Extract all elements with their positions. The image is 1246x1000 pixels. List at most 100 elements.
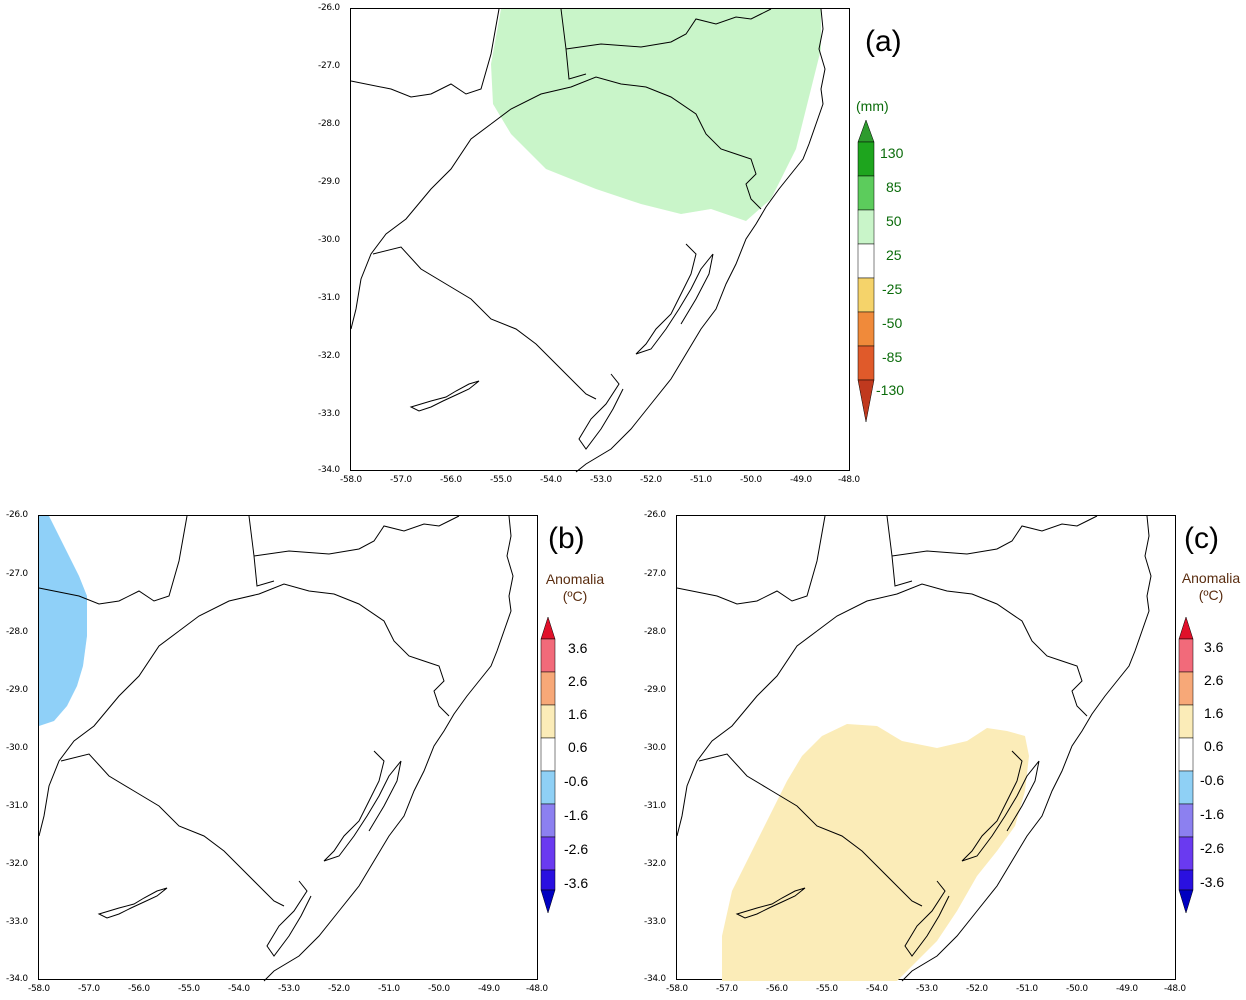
legend-value: -2.6 xyxy=(1200,840,1225,856)
lat-tick: -32.0 xyxy=(318,351,340,361)
map-a xyxy=(350,8,826,473)
lat-tick: -29.0 xyxy=(644,685,666,695)
panel-label-a: (a) xyxy=(865,25,902,58)
lon-tick: -53.0 xyxy=(278,984,300,994)
lon-tick: -50.0 xyxy=(428,984,450,994)
lat-tick: -26.0 xyxy=(318,3,340,13)
lon-tick: -51.0 xyxy=(378,984,400,994)
legend-value: 1.6 xyxy=(1204,705,1224,721)
lat-tick: -30.0 xyxy=(318,235,340,245)
lat-tick: -33.0 xyxy=(6,917,28,927)
lat-tick: -29.0 xyxy=(6,685,28,695)
lon-tick: -51.0 xyxy=(1016,984,1038,994)
panel-label-c: (c) xyxy=(1184,522,1219,555)
lat-tick: -34.0 xyxy=(6,974,28,984)
lon-tick: -57.0 xyxy=(390,475,412,485)
lon-tick: -56.0 xyxy=(766,984,788,994)
legend-value: 2.6 xyxy=(1204,672,1224,688)
lat-tick: -29.0 xyxy=(318,177,340,187)
legend-value: -1.6 xyxy=(564,807,589,823)
lon-tick: -50.0 xyxy=(1066,984,1088,994)
panel-b: -26.0 -27.0 -28.0 -29.0 -30.0 -31.0 -32.… xyxy=(0,505,623,1000)
lat-tick: -33.0 xyxy=(318,409,340,419)
lat-tick: -28.0 xyxy=(318,119,340,129)
legend-title-line: Anomalia xyxy=(1181,570,1241,586)
lon-tick: -49.0 xyxy=(1116,984,1138,994)
legend-value: -50 xyxy=(882,315,903,331)
legend-title-c: Anomalia (ºC) xyxy=(1174,570,1246,604)
map-b xyxy=(38,515,514,982)
legend-title-a: (mm) xyxy=(856,98,889,114)
legend-value: 130 xyxy=(880,145,904,161)
lat-tick: -27.0 xyxy=(318,61,340,71)
lat-tick: -26.0 xyxy=(6,510,28,520)
legend-value: -2.6 xyxy=(564,841,589,857)
colorbar-a xyxy=(857,119,875,423)
lon-tick: -57.0 xyxy=(78,984,100,994)
legend-value: 0.6 xyxy=(1204,738,1224,754)
legend-title-b: Anomalia (ºC) xyxy=(538,571,612,605)
lon-tick: -52.0 xyxy=(640,475,662,485)
lon-tick: -49.0 xyxy=(790,475,812,485)
panel-c: -26.0 -27.0 -28.0 -29.0 -30.0 -31.0 -32.… xyxy=(638,505,1246,1000)
lon-tick: -55.0 xyxy=(178,984,200,994)
lat-tick: -32.0 xyxy=(644,859,666,869)
lon-tick: -48.0 xyxy=(526,984,548,994)
lon-tick: -53.0 xyxy=(916,984,938,994)
lon-tick: -55.0 xyxy=(816,984,838,994)
lon-tick: -58.0 xyxy=(666,984,688,994)
lat-tick: -28.0 xyxy=(6,627,28,637)
legend-value: -85 xyxy=(882,349,903,365)
legend-value: 25 xyxy=(886,247,902,263)
lon-tick: -54.0 xyxy=(540,475,562,485)
map-frame-c xyxy=(676,515,1176,982)
lon-tick: -48.0 xyxy=(838,475,860,485)
lon-tick: -48.0 xyxy=(1164,984,1186,994)
lon-tick: -51.0 xyxy=(690,475,712,485)
legend-value: 0.6 xyxy=(568,739,588,755)
legend-value: 50 xyxy=(886,213,902,229)
legend-title-line: Anomalia xyxy=(545,571,605,587)
legend-value: -3.6 xyxy=(1200,874,1225,890)
lon-tick: -50.0 xyxy=(740,475,762,485)
legend-value: -130 xyxy=(876,382,905,398)
legend-value: -1.6 xyxy=(1200,806,1225,822)
legend-value: 3.6 xyxy=(568,640,588,656)
lat-tick: -31.0 xyxy=(318,293,340,303)
legend-value: 2.6 xyxy=(568,673,588,689)
colorbar-c xyxy=(1178,616,1194,914)
legend-value: 85 xyxy=(886,179,902,195)
legend-value: -0.6 xyxy=(1200,772,1225,788)
lon-tick: -53.0 xyxy=(590,475,612,485)
lat-tick: -28.0 xyxy=(644,627,666,637)
legend-value: 3.6 xyxy=(1204,639,1224,655)
panel-label-b: (b) xyxy=(548,522,585,555)
lon-tick: -57.0 xyxy=(716,984,738,994)
lat-tick: -34.0 xyxy=(644,974,666,984)
anomaly-region-a xyxy=(491,9,821,221)
legend-title-line: (ºC) xyxy=(562,588,588,604)
lat-tick: -31.0 xyxy=(6,801,28,811)
anomaly-region-b xyxy=(39,516,87,726)
lat-tick: -34.0 xyxy=(318,465,340,475)
panel-a: -26.0 -27.0 -28.0 -29.0 -30.0 -31.0 -32.… xyxy=(0,0,1246,490)
map-c xyxy=(676,515,1152,982)
lon-tick: -54.0 xyxy=(866,984,888,994)
legend-value: -0.6 xyxy=(564,773,589,789)
lat-tick: -31.0 xyxy=(644,801,666,811)
lon-tick: -56.0 xyxy=(440,475,462,485)
lat-tick: -27.0 xyxy=(6,569,28,579)
map-frame-b xyxy=(38,515,538,982)
lon-tick: -49.0 xyxy=(478,984,500,994)
lat-tick: -27.0 xyxy=(644,569,666,579)
lon-tick: -58.0 xyxy=(340,475,362,485)
colorbar-b xyxy=(540,616,556,914)
lat-tick: -30.0 xyxy=(644,743,666,753)
legend-title-line: (ºC) xyxy=(1198,587,1224,603)
lon-tick: -55.0 xyxy=(490,475,512,485)
lon-tick: -52.0 xyxy=(328,984,350,994)
anomaly-region-c xyxy=(722,724,1029,981)
lon-tick: -56.0 xyxy=(128,984,150,994)
lat-tick: -26.0 xyxy=(644,510,666,520)
map-frame-a xyxy=(350,8,850,473)
